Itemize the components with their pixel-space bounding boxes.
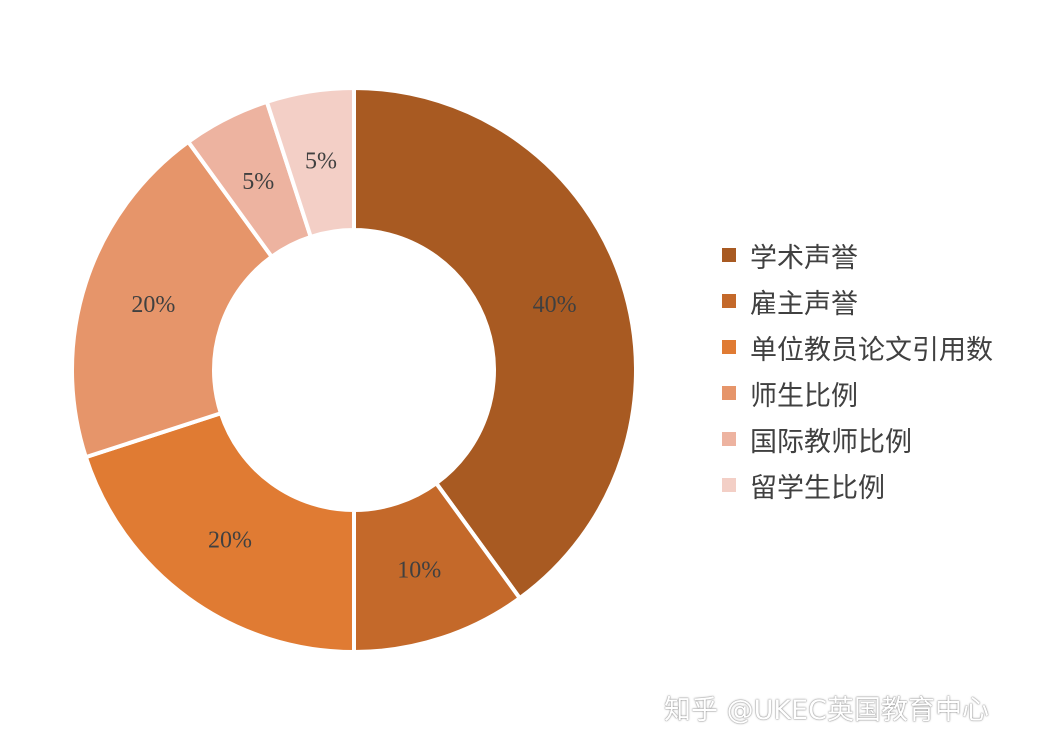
legend-swatch [722,386,736,400]
legend-item-citations-per-faculty: 单位教员论文引用数 [722,324,993,370]
data-label-employer-reputation: 10% [397,558,441,584]
slice-citations-per-faculty [83,410,356,655]
slice-international-student-ratio [264,85,356,240]
legend-label: 国际教师比例 [750,426,912,458]
legend-swatch [722,432,736,446]
legend-swatch [722,478,736,492]
slice-academic-reputation [352,85,638,601]
data-label-citations-per-faculty: 20% [208,528,252,554]
data-label-faculty-student-ratio: 20% [131,292,175,318]
legend-item-academic-reputation: 学术声誉 [722,232,993,278]
legend-label: 师生比例 [750,380,858,412]
data-label-international-student-ratio: 5% [305,149,337,175]
legend-label: 雇主声誉 [750,288,858,320]
slice-faculty-student-ratio [70,139,275,460]
data-label-academic-reputation: 40% [533,292,577,318]
legend-swatch [722,294,736,308]
legend-label: 学术声誉 [750,242,858,274]
legend-item-international-student-ratio: 留学生比例 [722,462,993,508]
legend-item-employer-reputation: 雇主声誉 [722,278,993,324]
legend-item-faculty-student-ratio: 师生比例 [722,370,993,416]
legend-swatch [722,340,736,354]
legend-swatch [722,248,736,262]
legend-label: 单位教员论文引用数 [750,334,993,366]
data-label-international-faculty-ratio: 5% [242,169,274,195]
legend-item-international-faculty-ratio: 国际教师比例 [722,416,993,462]
legend-label: 留学生比例 [750,472,885,504]
legend: 学术声誉 雇主声誉 单位教员论文引用数 师生比例 国际教师比例 留学生比例 [722,232,993,508]
watermark: 知乎 @UKEC英国教育中心 [664,695,989,726]
